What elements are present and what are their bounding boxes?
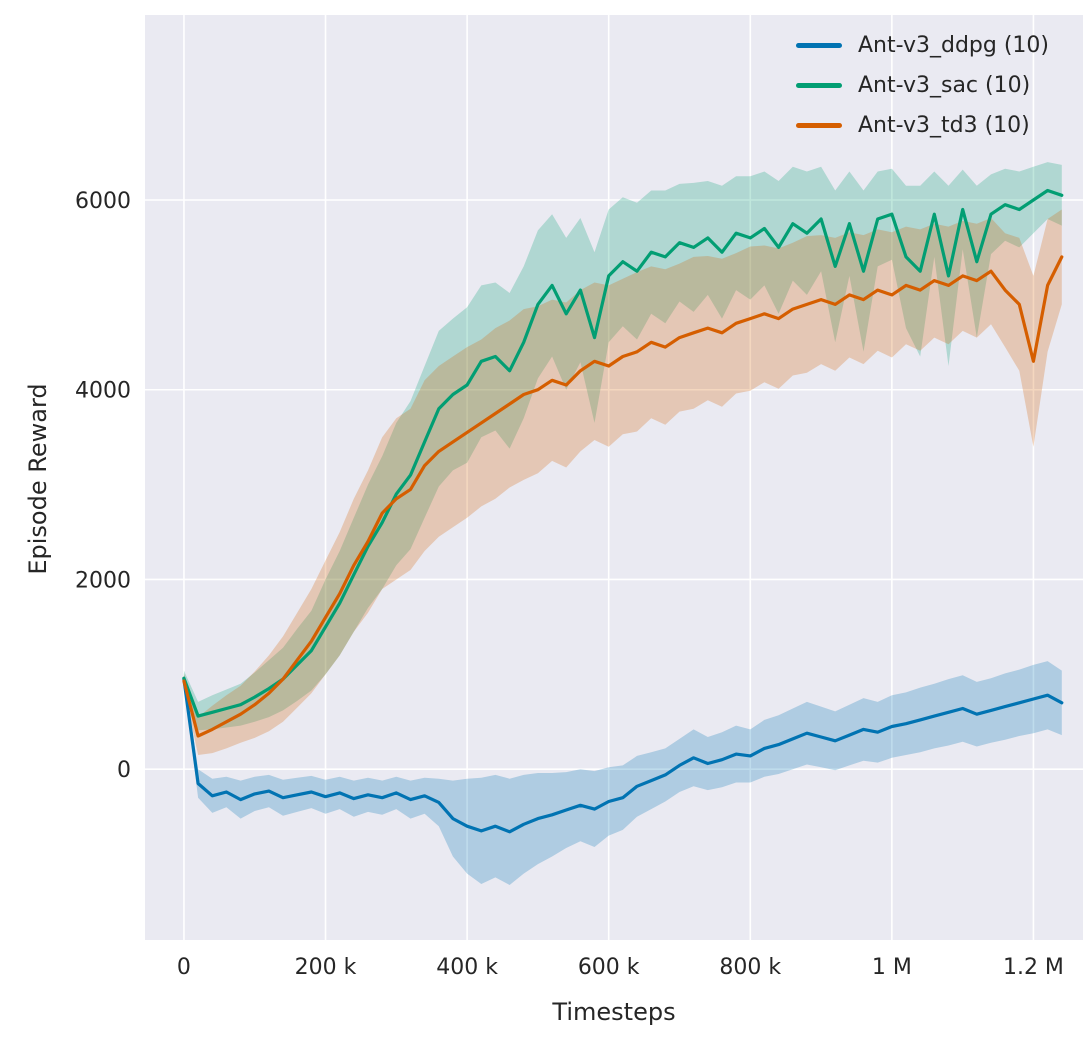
series-band-2 bbox=[183, 209, 1062, 755]
y-tick-label: 0 bbox=[117, 758, 131, 783]
legend-label-ddpg: Ant-v3_ddpg (10) bbox=[858, 33, 1049, 58]
x-tick-label: 800 k bbox=[719, 955, 781, 980]
legend: Ant-v3_ddpg (10) Ant-v3_sac (10) Ant-v3_… bbox=[796, 33, 1049, 138]
x-tick-label: 200 k bbox=[295, 955, 357, 980]
td3-line-swatch bbox=[796, 123, 842, 128]
legend-label-td3: Ant-v3_td3 (10) bbox=[858, 113, 1030, 138]
y-tick-label: 4000 bbox=[75, 379, 131, 404]
legend-label-sac: Ant-v3_sac (10) bbox=[858, 73, 1031, 98]
series-line-0 bbox=[182, 677, 1064, 834]
series-band-0 bbox=[183, 661, 1062, 885]
legend-item-ddpg: Ant-v3_ddpg (10) bbox=[796, 33, 1049, 58]
series-line-2 bbox=[182, 255, 1064, 738]
x-tick-label: 1 M bbox=[872, 955, 912, 980]
y-tick-label: 6000 bbox=[75, 189, 131, 214]
x-axis-label: Timesteps bbox=[552, 998, 676, 1026]
legend-item-td3: Ant-v3_td3 (10) bbox=[796, 113, 1049, 138]
y-tick-label: 2000 bbox=[75, 568, 131, 593]
sac-line-swatch bbox=[796, 83, 842, 88]
series-line-1 bbox=[182, 188, 1064, 718]
series-band-1 bbox=[183, 162, 1062, 731]
x-tick-label: 600 k bbox=[578, 955, 640, 980]
ddpg-line-swatch bbox=[796, 43, 842, 48]
legend-item-sac: Ant-v3_sac (10) bbox=[796, 73, 1049, 98]
plot-background bbox=[145, 15, 1083, 940]
x-tick-label: 400 k bbox=[436, 955, 498, 980]
y-axis-label: Episode Reward bbox=[24, 383, 52, 575]
x-tick-label: 0 bbox=[177, 955, 191, 980]
x-tick-label: 1.2 M bbox=[1003, 955, 1064, 980]
